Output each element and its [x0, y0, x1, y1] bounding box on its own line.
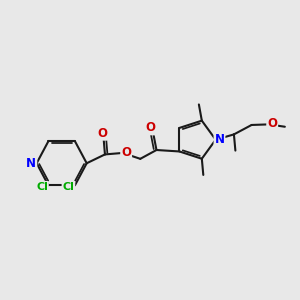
Text: O: O	[97, 127, 107, 140]
Text: Cl: Cl	[62, 182, 74, 192]
Text: O: O	[145, 122, 155, 134]
Text: O: O	[267, 117, 277, 130]
Text: N: N	[26, 157, 36, 170]
Text: N: N	[214, 133, 224, 146]
Text: Cl: Cl	[36, 182, 48, 192]
Text: O: O	[121, 146, 131, 159]
